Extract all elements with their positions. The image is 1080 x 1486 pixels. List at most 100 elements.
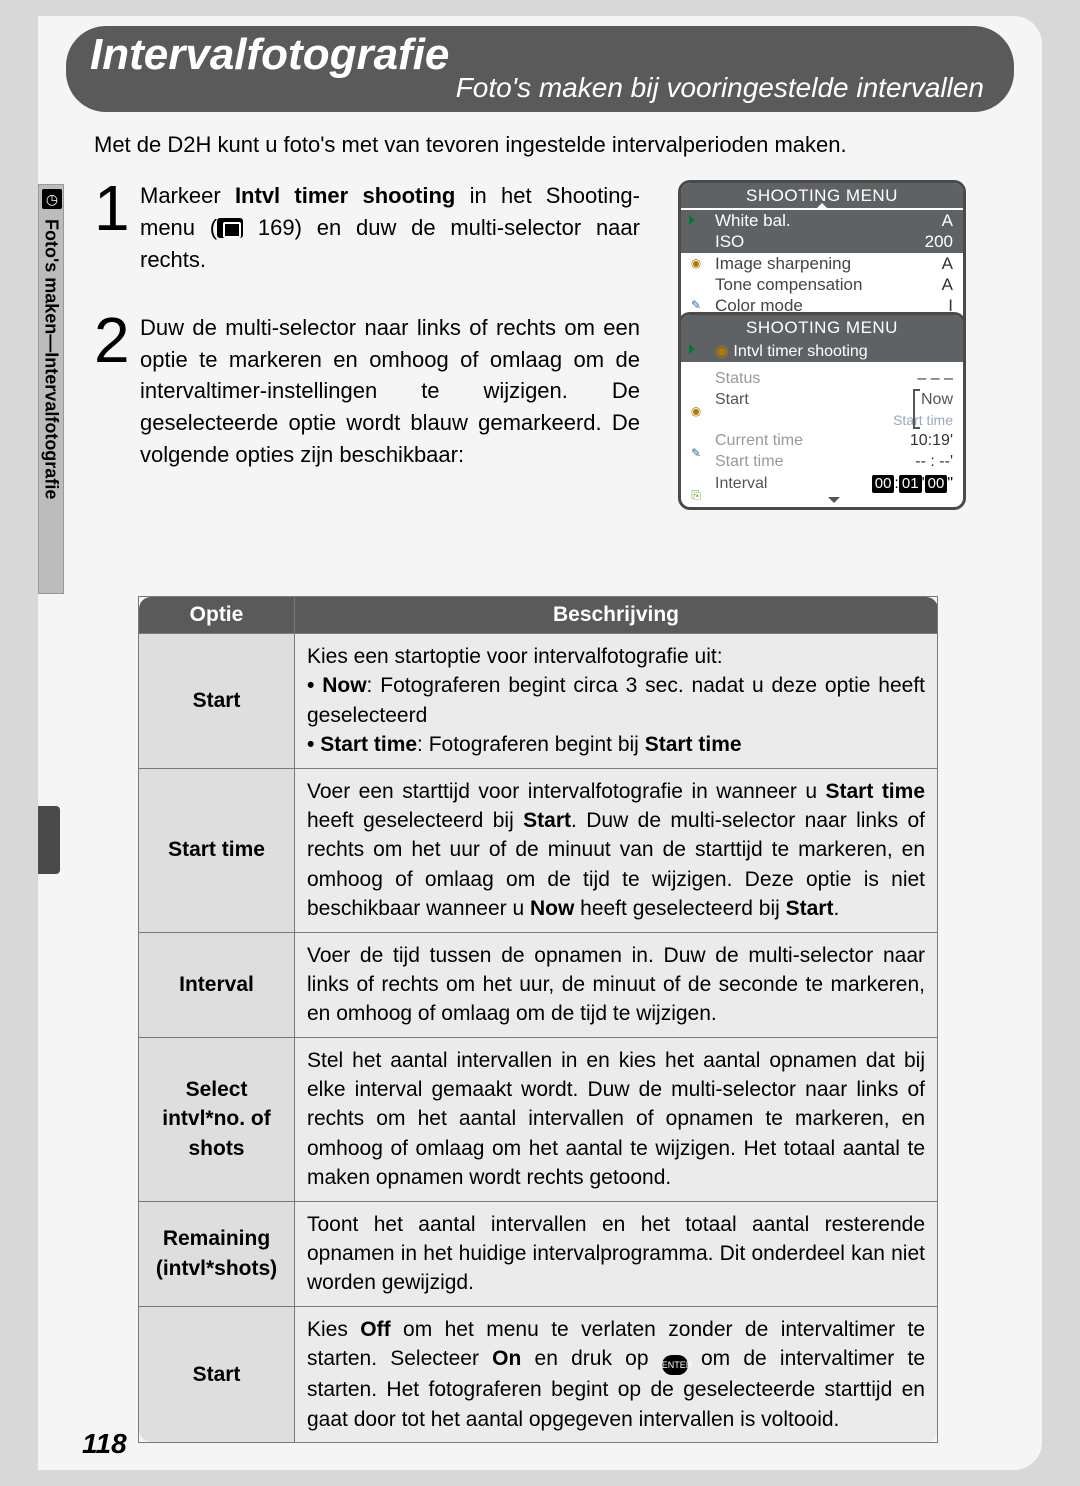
pencil-icon: ✎ bbox=[689, 446, 703, 460]
scroll-up-icon bbox=[816, 203, 828, 209]
option-name: Start time bbox=[139, 768, 295, 932]
menu-label: Tone compensation bbox=[715, 274, 862, 295]
bold: Start time bbox=[645, 733, 742, 756]
text: Markeer bbox=[140, 183, 235, 208]
step-number: 2 bbox=[94, 312, 140, 471]
text: heeft geselecteerd bij bbox=[307, 809, 523, 832]
lcd-row: White bal. A bbox=[681, 210, 963, 231]
option-desc: Voer een starttijd voor intervalfotograf… bbox=[295, 768, 938, 932]
value: – – – bbox=[917, 368, 953, 390]
option-name: Interval bbox=[139, 932, 295, 1037]
lcd-row: ISO 200 bbox=[681, 231, 963, 252]
step-1: 1 Markeer Intvl timer shooting in het Sh… bbox=[94, 180, 942, 276]
value: Now bbox=[921, 391, 953, 408]
lcd-title: SHOOTING MENU bbox=[681, 183, 963, 208]
seconds: 00 bbox=[925, 475, 948, 493]
sidebar-label: Foto's maken—Intervalfotografie bbox=[41, 219, 62, 499]
value: -- : --' bbox=[915, 451, 953, 473]
interval-value: 00:01'00" bbox=[872, 473, 953, 495]
camera-icon: ◉ bbox=[689, 404, 703, 418]
bold: Off bbox=[360, 1318, 390, 1341]
label: Interval bbox=[715, 473, 767, 495]
thumb-tab bbox=[38, 806, 60, 874]
table-row: Start Kies een startoptie voor intervalf… bbox=[139, 634, 938, 769]
bold: On bbox=[492, 1347, 521, 1370]
col-description: Beschrijving bbox=[295, 597, 938, 634]
page-subtitle: Foto's maken bij vooringestelde interval… bbox=[456, 72, 984, 104]
scroll-down-icon bbox=[828, 497, 840, 503]
option-desc: Stel het aantal intervallen in en kies h… bbox=[295, 1037, 938, 1201]
menu-value: A bbox=[942, 253, 953, 274]
table-header-row: Optie Beschrijving bbox=[139, 597, 938, 634]
bold: Intvl timer shooting bbox=[235, 183, 455, 208]
page-title: Intervalfotografie bbox=[90, 30, 449, 80]
page-number: 118 bbox=[82, 1428, 127, 1460]
hours: 00 bbox=[872, 475, 895, 493]
value: 10:19' bbox=[910, 430, 953, 452]
play-icon bbox=[689, 344, 695, 354]
option-desc: Kies Off om het menu te verlaten zonder … bbox=[295, 1306, 938, 1442]
option-name: Start bbox=[139, 634, 295, 769]
intro-text: Met de D2H kunt u foto's met van tevoren… bbox=[94, 130, 942, 161]
options-table: Optie Beschrijving Start Kies een starto… bbox=[138, 596, 938, 1443]
lcd-row: Tone compensation A bbox=[681, 274, 963, 295]
text: : Fotograferen begint circa 3 sec. nadat… bbox=[307, 674, 925, 726]
bold: Start bbox=[786, 897, 834, 920]
option-desc: Kies een startoptie voor intervalfotogra… bbox=[295, 634, 938, 769]
menu-value: A bbox=[942, 210, 953, 231]
manual-ref-icon bbox=[217, 218, 243, 238]
step-text: Duw de multi-selector naar links of rech… bbox=[140, 312, 640, 471]
label: Current time bbox=[715, 430, 803, 452]
bold: Start bbox=[523, 809, 571, 832]
lcd-row: ◉ Image sharpening A bbox=[681, 253, 963, 274]
option-desc: Voer de tijd tussen de opnamen in. Duw d… bbox=[295, 932, 938, 1037]
menu-label: ISO bbox=[715, 231, 744, 252]
timer-icon: ◷ bbox=[42, 189, 62, 209]
option-name: Select intvl*no. of shots bbox=[139, 1037, 295, 1201]
menu-value: A bbox=[942, 274, 953, 295]
table-row: Interval Voer de tijd tussen de opnamen … bbox=[139, 932, 938, 1037]
bold: Start time bbox=[320, 733, 417, 756]
option-name: Remaining (intvl*shots) bbox=[139, 1201, 295, 1306]
text: Intvl timer shooting bbox=[733, 343, 867, 360]
text: en druk op bbox=[521, 1347, 661, 1370]
text: Kies een startoptie voor intervalfotogra… bbox=[307, 645, 723, 668]
lcd-body: ◉ ✎ ⎘ Status – – – Start Now Start time Cu… bbox=[681, 362, 963, 507]
menu-value: 200 bbox=[925, 231, 953, 252]
text: . bbox=[833, 897, 839, 920]
steps-container: 1 Markeer Intvl timer shooting in het Sh… bbox=[94, 174, 942, 481]
clip-icon: ⎘ bbox=[689, 488, 703, 502]
label: Status bbox=[715, 368, 760, 390]
text: heeft geselecteerd bij bbox=[574, 897, 785, 920]
pencil-icon: ✎ bbox=[689, 298, 703, 312]
step-text: Markeer Intvl timer shooting in het Shoo… bbox=[140, 180, 640, 276]
manual-page: Intervalfotografie Foto's maken bij voor… bbox=[38, 16, 1042, 1470]
bold: Now bbox=[322, 674, 366, 697]
lcd-interval-menu: SHOOTING MENU ◉ Intvl timer shooting ◉ ✎… bbox=[678, 312, 966, 510]
table-row: Start time Voer een starttijd voor inter… bbox=[139, 768, 938, 932]
option-desc: Toont het aantal intervallen en het tota… bbox=[295, 1201, 938, 1306]
table-row: Select intvl*no. of shots Stel het aanta… bbox=[139, 1037, 938, 1201]
title-bar: Intervalfotografie Foto's maken bij voor… bbox=[66, 26, 1014, 112]
play-icon bbox=[689, 215, 695, 225]
label: Start bbox=[715, 389, 749, 411]
menu-label: White bal. bbox=[715, 210, 791, 231]
text: Voer een starttijd voor intervalfotograf… bbox=[307, 780, 825, 803]
sub-value: Start time bbox=[893, 411, 953, 430]
lcd-title: SHOOTING MENU bbox=[681, 315, 963, 340]
step-number: 1 bbox=[94, 180, 140, 276]
menu-label: Image sharpening bbox=[715, 253, 851, 274]
text: : Fotograferen begint bij bbox=[417, 733, 645, 756]
bold: Now bbox=[530, 897, 574, 920]
minutes: 01 bbox=[899, 475, 922, 493]
option-name: Start bbox=[139, 1306, 295, 1442]
lcd-subtitle: ◉ Intvl timer shooting bbox=[681, 340, 963, 362]
table-row: Start Kies Off om het menu te verlaten z… bbox=[139, 1306, 938, 1442]
enter-icon: ENTER bbox=[662, 1355, 688, 1375]
col-option: Optie bbox=[139, 597, 295, 634]
label: Start time bbox=[715, 451, 783, 473]
step-2: 2 Duw de multi-selector naar links of re… bbox=[94, 312, 942, 471]
camera-icon: ◉ bbox=[689, 256, 703, 270]
table-row: Remaining (intvl*shots) Toont het aantal… bbox=[139, 1201, 938, 1306]
bold: Start time bbox=[825, 780, 925, 803]
